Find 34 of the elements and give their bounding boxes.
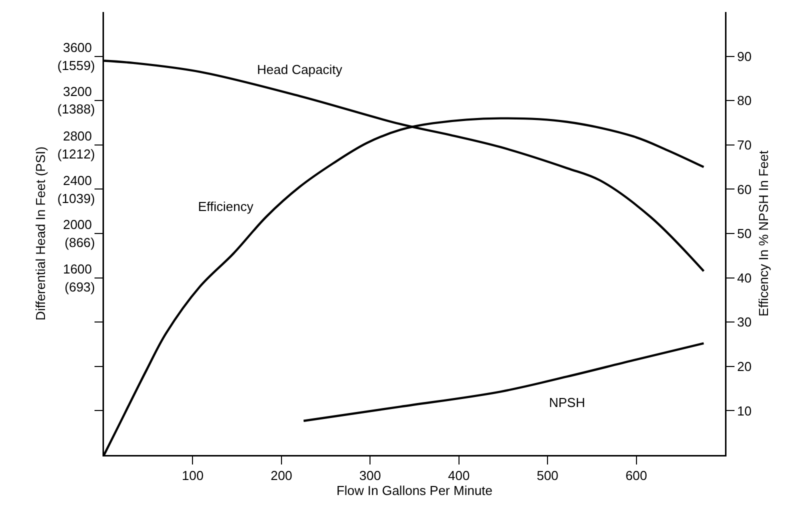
x-tick-label: 100 (182, 468, 204, 484)
y2-tick-label: 50 (737, 226, 752, 242)
y-tick-label: 2000 (62, 217, 92, 232)
series-label: Head Capacity (257, 62, 343, 77)
y3-tick-label: (1039) (57, 190, 95, 206)
y2-tick-label: 30 (737, 314, 752, 330)
y3-tick-label: (1212) (57, 146, 95, 162)
x-tick-label: 300 (359, 468, 381, 484)
x-tick-label: 500 (536, 468, 558, 484)
y2-tick-label: 70 (737, 137, 752, 152)
y-tick-label: 2400 (62, 172, 92, 188)
y3-tick-label: (693) (64, 279, 95, 294)
line-series (302, 342, 705, 422)
y2-tick-label: 60 (737, 182, 752, 197)
y-tick-label: 3200 (62, 84, 92, 100)
y-tick-label: 2800 (62, 128, 92, 144)
y-tick-label: 3600 (62, 40, 92, 55)
x-tick-label: 600 (625, 468, 648, 484)
y2-tick-label: 90 (737, 48, 752, 64)
y2-tick-label: 40 (737, 270, 752, 286)
series-label: NPSH (549, 395, 586, 410)
y2-tick-label: 10 (737, 403, 752, 418)
x-tick-label: 200 (270, 468, 292, 484)
y-axis-title: Differential Head In Feet (PSI) (33, 146, 48, 320)
series-label: Efficiency (198, 199, 254, 214)
x-tick-label: 400 (448, 468, 470, 484)
y3-tick-label: (1559) (57, 58, 95, 73)
y2-tick-label: 20 (737, 358, 752, 374)
x-axis-title: Flow In Gallons Per Minute (336, 483, 493, 498)
y3-tick-label: (1388) (57, 102, 95, 117)
y2-axis-title: Efficency In % NPSH In Feet (756, 150, 771, 316)
y-tick-label: 1600 (62, 261, 92, 276)
y2-tick-label: 80 (737, 93, 752, 108)
y3-tick-label: (866) (64, 235, 95, 250)
